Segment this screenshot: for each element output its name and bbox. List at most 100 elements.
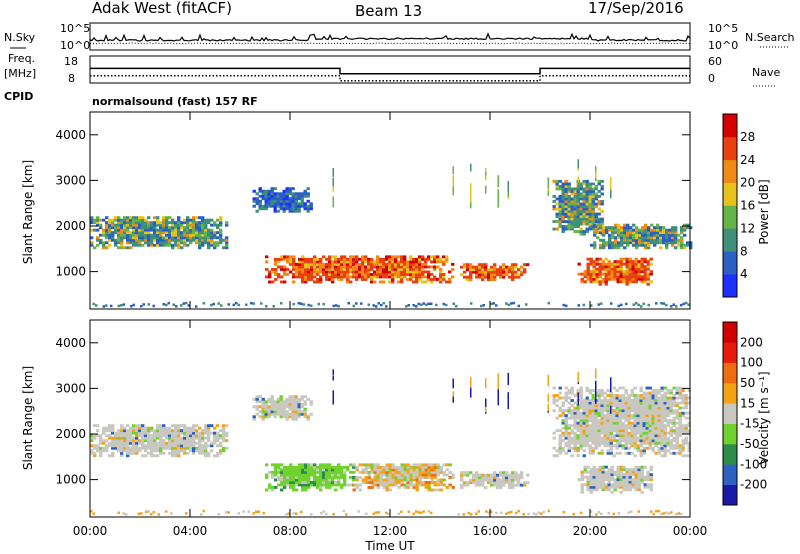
heatmap-cell [264, 412, 268, 416]
heatmap-cell [562, 510, 565, 514]
heatmap-cell [586, 480, 590, 484]
heatmap-cell [511, 478, 515, 482]
heatmap-cell [687, 411, 691, 415]
heatmap-cell [307, 478, 311, 482]
heatmap-cell [663, 404, 667, 407]
heatmap-cell [189, 238, 193, 242]
heatmap-cell [376, 483, 380, 487]
heatmap-cell [304, 257, 308, 261]
heatmap-cell [108, 231, 112, 235]
heatmap-cell [651, 394, 655, 397]
heatmap-cell [583, 470, 587, 474]
heatmap-cell [618, 424, 622, 428]
heatmap-cell [120, 223, 124, 227]
heatmap-cell [364, 463, 368, 467]
heatmap-cell [542, 510, 545, 514]
heatmap-cell [460, 486, 464, 490]
heatmap-cell [204, 441, 208, 445]
heatmap-cell [633, 411, 637, 415]
heatmap-cell [397, 255, 401, 259]
heatmap-cell [138, 221, 142, 225]
heatmap-cell [406, 478, 410, 482]
heatmap-cell [316, 260, 320, 264]
heatmap-cell [297, 410, 301, 414]
heatmap-cell [655, 302, 658, 305]
heatmap-cell [192, 429, 196, 433]
heatmap-cell [623, 236, 627, 240]
heatmap-cell [627, 451, 631, 455]
heatmap-cell [186, 233, 190, 237]
heatmap-cell [204, 226, 208, 230]
heatmap-cell [367, 257, 371, 261]
heatmap-cell [599, 231, 603, 235]
heatmap-cell [597, 426, 601, 430]
heatmap-cell [325, 468, 329, 472]
heatmap-cell [630, 409, 634, 413]
heatmap-cell [180, 226, 184, 230]
heatmap-cell [292, 302, 295, 306]
heatmap-cell [593, 241, 597, 245]
heatmap-cell [631, 277, 635, 281]
heatmap-cell [261, 407, 265, 411]
heatmap-cell [219, 441, 223, 445]
heatmap-cell [582, 436, 586, 440]
heatmap-cell [469, 268, 473, 272]
heatmap-cell [436, 481, 440, 484]
heatmap-cell [469, 278, 473, 282]
heatmap-cell [111, 424, 115, 428]
heatmap-cell [570, 212, 574, 216]
heatmap-cell [168, 426, 172, 430]
heatmap-cell [654, 416, 658, 420]
heatmap-cell [598, 473, 602, 477]
heatmap-cell [621, 406, 625, 410]
heatmap-cell [265, 463, 269, 467]
heatmap-cell [285, 199, 289, 203]
heatmap-cell [120, 454, 124, 458]
heatmap-cell [585, 187, 589, 191]
heatmap-cell [415, 483, 419, 487]
heatmap-cell [407, 510, 410, 514]
heatmap-cell [585, 396, 589, 400]
heatmap-cell [171, 424, 175, 428]
heatmap-cell [606, 401, 610, 405]
heatmap-cell [117, 226, 121, 230]
heatmap-cell [271, 486, 275, 489]
heatmap-cell [639, 404, 643, 407]
heatmap-cell [636, 394, 640, 397]
heatmap-cell [555, 185, 559, 188]
heatmap-cell [621, 386, 625, 390]
heatmap-cell [609, 416, 613, 420]
heatmap-cell [675, 431, 679, 435]
heatmap-cell [430, 468, 434, 472]
heatmap-cell [595, 275, 599, 279]
heatmap-cell [270, 189, 274, 193]
heatmap-cell [207, 426, 211, 430]
heatmap-cell [114, 243, 118, 247]
heatmap-cell [140, 305, 143, 308]
heatmap-cell [141, 226, 145, 230]
heatmap-cell [147, 303, 150, 306]
heatmap-cell [111, 223, 115, 227]
heatmap-cell [636, 426, 640, 430]
heatmap-cell [225, 439, 229, 443]
heatmap-cell [430, 511, 433, 515]
heatmap-cell [567, 401, 571, 405]
heatmap-cell [475, 265, 479, 269]
heatmap-cell [662, 228, 666, 232]
heatmap-cell [201, 431, 205, 435]
heatmap-cell [626, 238, 630, 242]
heatmap-cell [564, 179, 568, 183]
heatmap-cell [213, 223, 217, 227]
heatmap-cell [310, 483, 314, 487]
heatmap-cell [606, 421, 610, 425]
heatmap-cell [469, 275, 473, 279]
heatmap-cell [177, 236, 181, 240]
heatmap-cell [570, 225, 574, 228]
heatmap-cell [629, 226, 633, 230]
heatmap-cell [285, 187, 289, 191]
heatmap-cell [412, 468, 416, 472]
heatmap-cell [462, 513, 465, 516]
heatmap-cell [659, 228, 663, 232]
heatmap-cell [678, 429, 682, 433]
